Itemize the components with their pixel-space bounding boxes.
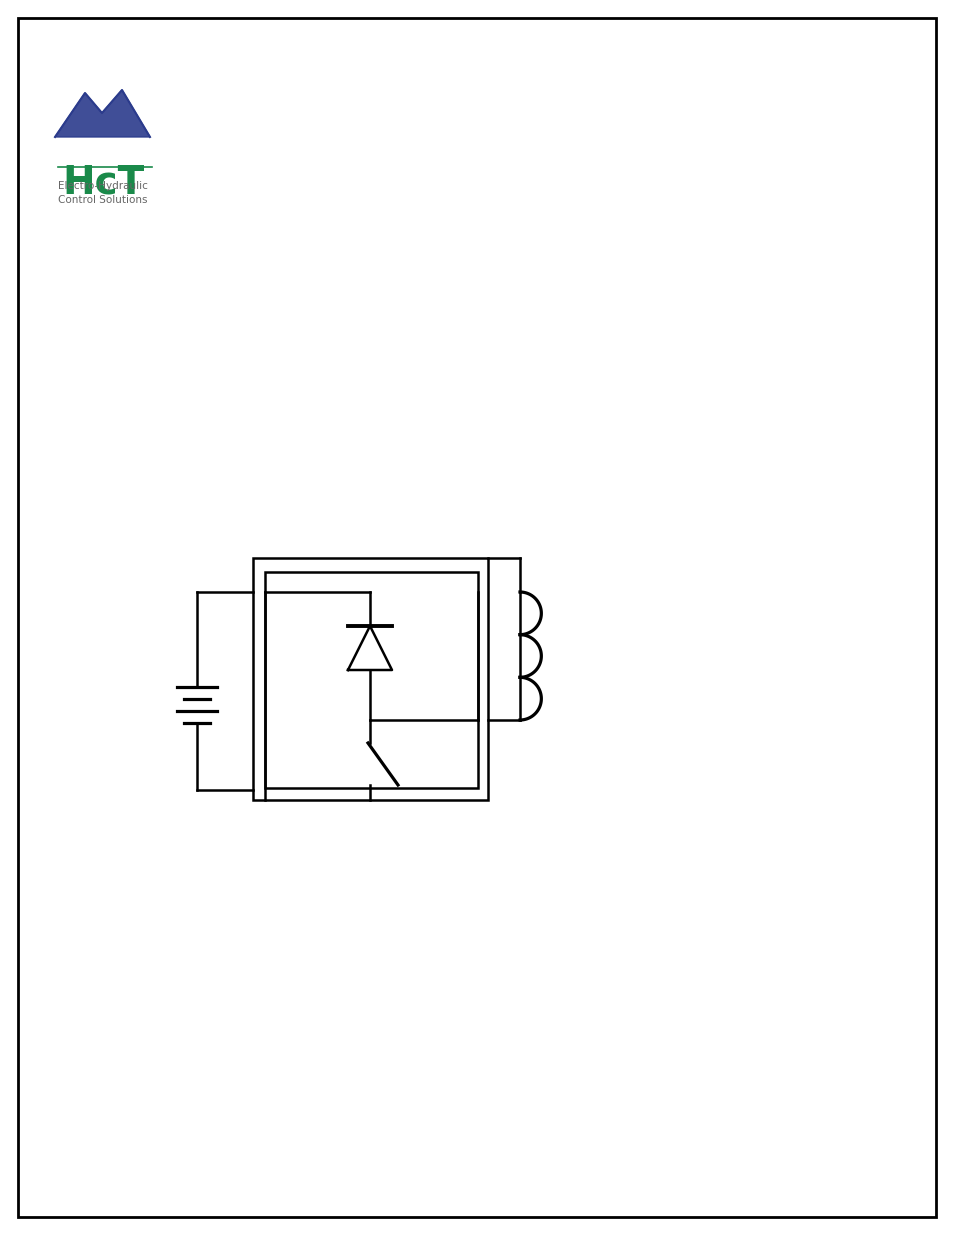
Text: Electro-Hydraulic: Electro-Hydraulic bbox=[58, 182, 148, 191]
Polygon shape bbox=[55, 90, 150, 137]
Text: Control Solutions: Control Solutions bbox=[58, 195, 148, 205]
Text: HcT: HcT bbox=[62, 163, 144, 201]
Bar bbox=[265, 572, 477, 788]
Bar bbox=[253, 558, 488, 800]
